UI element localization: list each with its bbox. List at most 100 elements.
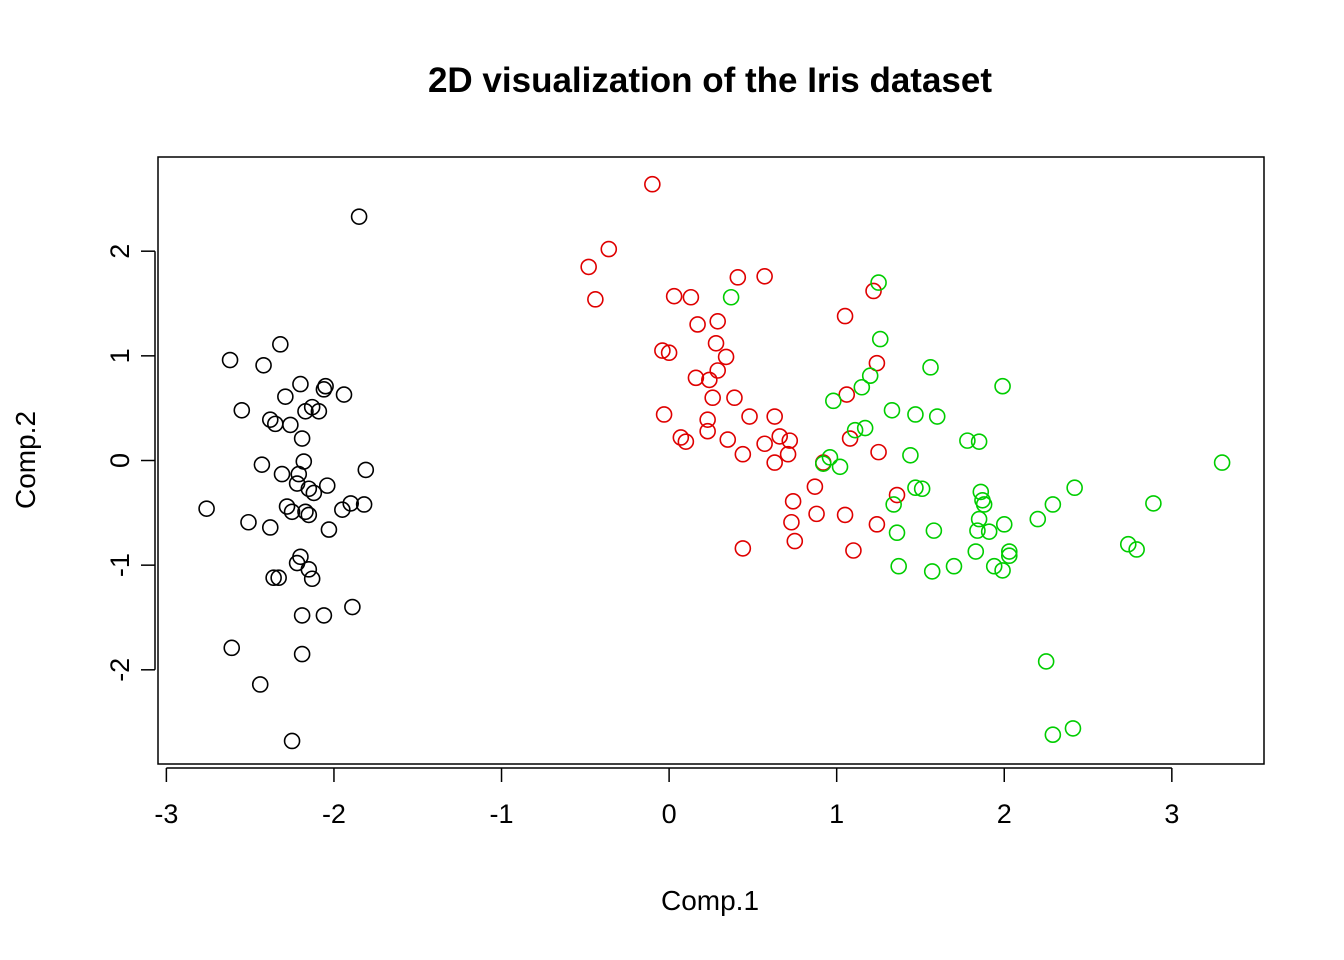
data-point: [825, 392, 842, 410]
data-point: [198, 500, 215, 517]
data-point: [786, 532, 804, 550]
data-point: [923, 563, 941, 580]
data-point: [871, 330, 889, 348]
data-point: [655, 406, 673, 423]
x-tick-label: -1: [490, 799, 514, 829]
data-point: [756, 268, 773, 285]
data-point: [836, 506, 854, 524]
data-point: [945, 557, 963, 575]
data-point: [771, 428, 789, 445]
data-point: [865, 282, 882, 300]
data-point: [766, 408, 783, 425]
data-point: [861, 367, 879, 385]
data-point: [665, 287, 683, 305]
y-tick-label: -2: [105, 658, 135, 682]
data-point: [836, 307, 854, 325]
data-point: [821, 449, 839, 466]
data-point: [888, 486, 906, 504]
data-point: [303, 570, 321, 588]
data-point: [1000, 543, 1018, 560]
data-point: [644, 175, 661, 193]
data-point: [283, 732, 301, 750]
data-point: [925, 522, 943, 539]
data-point: [278, 498, 296, 515]
x-tick-label: 2: [997, 799, 1012, 829]
data-point: [223, 639, 241, 657]
data-point: [1128, 541, 1145, 558]
data-point: [687, 369, 705, 387]
data-point: [292, 548, 309, 566]
data-point: [305, 484, 323, 502]
data-point: [922, 359, 939, 376]
x-tick-label: 3: [1164, 799, 1179, 829]
data-point: [317, 377, 334, 395]
data-point: [841, 430, 859, 447]
data-point: [1064, 720, 1082, 737]
data-point: [1044, 496, 1062, 513]
data-point: [907, 479, 924, 497]
data-point: [846, 421, 864, 439]
data-point: [868, 354, 886, 372]
data-point: [255, 356, 272, 374]
data-point: [682, 288, 700, 306]
data-point: [273, 465, 291, 483]
data-point: [853, 378, 871, 396]
data-point: [734, 445, 752, 463]
data-point: [709, 362, 727, 379]
data-point: [994, 562, 1011, 579]
data-point: [808, 505, 825, 523]
x-tick-label: -3: [154, 799, 178, 829]
data-point: [734, 540, 752, 557]
data-point: [972, 483, 990, 501]
data-point: [272, 336, 289, 353]
data-point: [335, 386, 353, 403]
data-point: [1066, 479, 1083, 497]
y-tick-label: 2: [105, 244, 135, 259]
x-tick-label: -2: [322, 799, 346, 829]
data-point: [885, 496, 902, 513]
data-point: [282, 416, 299, 434]
data-point: [870, 274, 887, 291]
plot-frame: [157, 156, 1265, 765]
data-point: [300, 506, 318, 524]
data-point: [677, 433, 695, 450]
data-point: [980, 523, 998, 540]
data-point: [1044, 726, 1062, 743]
data-point: [265, 569, 282, 587]
data-point: [600, 240, 618, 258]
data-point: [994, 377, 1011, 395]
data-point: [699, 411, 716, 428]
data-point: [766, 454, 783, 471]
data-point: [1145, 495, 1162, 512]
data-point: [334, 501, 351, 518]
y-tick-label: 0: [105, 453, 135, 468]
data-point: [253, 456, 271, 473]
data-point: [221, 351, 239, 369]
data-point: [240, 513, 257, 531]
data-point: [913, 480, 931, 498]
x-axis: -3 -2 -1 0 1 2 3: [154, 767, 1179, 829]
data-point: [856, 419, 874, 437]
data-point: [267, 415, 284, 433]
data-point: [660, 344, 678, 362]
data-point: [261, 519, 279, 536]
data-point: [699, 422, 716, 440]
data-point: [357, 461, 375, 479]
data-point: [310, 403, 328, 420]
data-point: [975, 496, 993, 513]
data-point: [1029, 510, 1047, 528]
data-point: [315, 381, 333, 398]
y-tick-label: 1: [105, 348, 135, 363]
data-point: [719, 431, 737, 448]
data-point: [292, 375, 309, 393]
y-tick-label: -1: [105, 553, 135, 577]
data-point: [355, 496, 373, 513]
data-point: [870, 443, 887, 461]
data-point: [233, 401, 251, 419]
data-point: [342, 495, 360, 512]
data-point: [970, 433, 988, 450]
data-point: [587, 291, 604, 308]
x-tick-label: 0: [662, 799, 677, 829]
data-point: [784, 493, 802, 510]
data-point: [888, 524, 906, 542]
